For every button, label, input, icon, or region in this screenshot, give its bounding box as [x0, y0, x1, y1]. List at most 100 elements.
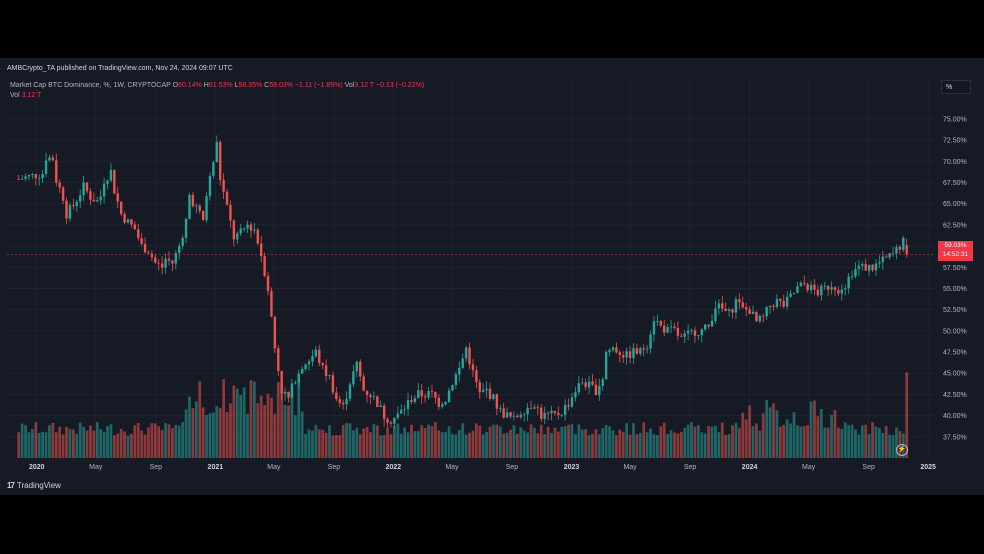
candle-body	[403, 408, 406, 410]
x-tick-label: 2024	[742, 464, 758, 471]
volume-bar	[41, 431, 44, 458]
candle-body	[191, 194, 195, 207]
lightning-icon[interactable]: ⚡	[896, 444, 908, 456]
volume-bar	[840, 428, 844, 458]
candle-body	[813, 284, 816, 290]
candle-body	[642, 348, 645, 350]
x-tick-label: 2023	[564, 464, 580, 471]
x-tick-label: 2020	[29, 464, 45, 471]
volume-bar	[796, 425, 799, 458]
volume-bar	[874, 426, 878, 458]
candle-body	[622, 354, 625, 358]
candle-body	[755, 311, 758, 322]
chart-svg[interactable]: 75.00%72.50%70.00%67.50%65.00%62.50%60.0…	[0, 58, 984, 495]
y-tick-label: 72.50%	[943, 138, 967, 145]
candle-body	[482, 390, 485, 393]
volume-bar	[229, 403, 232, 458]
tradingview-logo[interactable]: 17 TradingView	[7, 481, 61, 490]
volume-bar	[188, 396, 191, 458]
volume-bar	[17, 432, 21, 458]
volume-bar	[287, 405, 290, 458]
candle-body	[625, 351, 628, 358]
volume-bar	[246, 413, 249, 458]
volume-bar	[734, 422, 738, 458]
volume-bar	[341, 425, 345, 458]
candle-body	[663, 325, 666, 333]
candle-body	[707, 324, 710, 327]
volume-bar	[427, 424, 430, 458]
volume-bar	[270, 397, 273, 458]
volume-bar	[198, 381, 202, 458]
volume-bar	[290, 388, 294, 458]
candle-body	[557, 413, 560, 416]
volume-bar	[884, 426, 888, 458]
candle-body	[106, 180, 109, 184]
candle-body	[837, 290, 840, 294]
candle-body	[41, 174, 44, 178]
volume-bar	[24, 424, 27, 458]
volume-bar	[447, 426, 451, 458]
candle-body	[205, 196, 208, 220]
y-tick-label: 40.00%	[943, 413, 967, 420]
volume-bar	[860, 425, 864, 458]
volume-bar	[184, 409, 188, 458]
volume-bar	[71, 429, 75, 458]
candle-body	[717, 303, 721, 309]
volume-bar	[717, 432, 721, 458]
volume-bar	[758, 430, 762, 458]
candle-body	[509, 412, 512, 417]
candle-body	[615, 347, 618, 353]
volume-bar	[895, 427, 898, 458]
volume-bar	[574, 434, 577, 458]
volume-bar	[160, 429, 164, 458]
low-value: 58.35%	[238, 82, 263, 89]
symbol-name[interactable]: Market Cap BTC Dominance, %, 1W, CRYPTOC…	[10, 82, 171, 89]
candle-body	[854, 268, 857, 277]
volume-bar	[669, 430, 673, 458]
volume-bar	[112, 435, 116, 458]
y-tick-label: 52.50%	[943, 307, 967, 314]
percent-scale-button[interactable]: %	[941, 80, 971, 94]
candle-body	[20, 178, 24, 180]
candle-body	[24, 176, 27, 179]
volume-bar	[403, 427, 407, 458]
volume-bar	[423, 427, 427, 458]
volume-bar	[300, 411, 304, 458]
change-value: −1.11 (−1.85%)	[294, 82, 343, 89]
volume-label[interactable]: Vol	[10, 92, 20, 99]
volume-bar	[413, 431, 417, 458]
volume-bar	[304, 434, 307, 458]
candle-body	[195, 205, 198, 207]
candle-body	[102, 183, 106, 197]
volume-bar	[109, 424, 113, 458]
volume-bar	[659, 426, 663, 458]
candle-body	[902, 237, 905, 250]
candle-body	[335, 392, 338, 400]
volume-bar	[75, 433, 79, 458]
candle-body	[348, 384, 352, 399]
candle-body	[553, 410, 557, 414]
volume-bar	[560, 426, 564, 458]
candle-body	[38, 177, 41, 179]
candle-body	[833, 287, 837, 291]
candle-body	[461, 358, 464, 368]
candle-body	[690, 330, 693, 332]
candle-body	[290, 383, 294, 398]
candle-body	[673, 326, 676, 328]
candle-body	[140, 238, 143, 244]
volume-bar	[358, 434, 362, 458]
volume-bar	[621, 431, 625, 458]
volume-bar	[809, 401, 813, 458]
candle-body	[160, 263, 164, 268]
candle-body	[485, 388, 488, 391]
candle-body	[478, 382, 481, 393]
volume-bar	[864, 424, 868, 458]
candle-body	[676, 327, 680, 336]
x-tick-label: Sep	[328, 464, 341, 471]
volume-bar	[536, 433, 540, 458]
volume-bar	[577, 424, 581, 458]
candle-body	[826, 285, 830, 290]
volume-bar	[703, 433, 707, 458]
volume-bar	[567, 424, 570, 458]
candle-body	[85, 182, 89, 192]
